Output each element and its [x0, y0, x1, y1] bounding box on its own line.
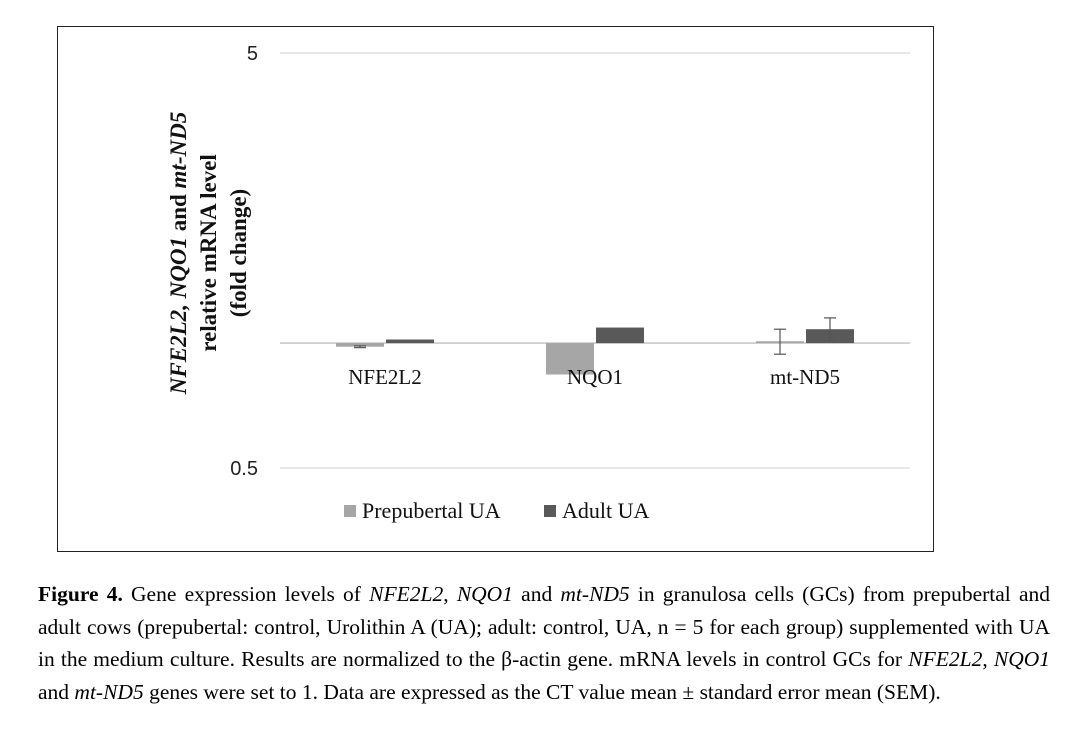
- legend-swatch: [544, 505, 556, 517]
- y-tick-label: 0.5: [230, 458, 258, 480]
- legend-label: Adult UA: [562, 498, 650, 523]
- caption-gene-name: NQO1: [993, 647, 1051, 671]
- y-axis-title-part: relative mRNA level: [196, 154, 221, 352]
- legend-label: Prepubertal UA: [362, 498, 501, 523]
- y-axis-gene-name: mt-ND5: [166, 112, 191, 189]
- caption-segment: ,: [443, 582, 457, 606]
- y-axis-title-part: and: [166, 188, 191, 237]
- legend-swatch: [344, 505, 356, 517]
- bar-prepubertal-nfe2l2: [336, 343, 384, 347]
- caption-text: Gene expression levels of NFE2L2, NQO1 a…: [38, 582, 1050, 704]
- caption-gene-name: NFE2L2: [908, 647, 983, 671]
- caption-segment: and: [512, 582, 561, 606]
- bar-adult-nfe2l2: [386, 339, 434, 344]
- caption-gene-name: NFE2L2: [369, 582, 444, 606]
- y-axis-title-line: NFE2L2, NQO1 and mt-ND5: [166, 112, 191, 395]
- y-axis-title-line: (fold change): [226, 189, 251, 317]
- figure-caption: Figure 4. Gene expression levels of NFE2…: [38, 578, 1050, 708]
- category-label: NFE2L2: [348, 365, 422, 389]
- bar-chart: 5 0.5 NFE2L2 NQO1 mt-ND5 Prepubertal UA Adult …: [166, 43, 910, 523]
- caption-gene-name: mt-ND5: [560, 582, 630, 606]
- bar-adult-nqo1: [596, 327, 644, 344]
- category-label: mt-ND5: [770, 365, 840, 389]
- caption-segment: Gene expression levels of: [122, 582, 370, 606]
- caption-segment: ,: [982, 647, 994, 671]
- caption-segment: and: [38, 679, 75, 704]
- y-tick-label: 5: [247, 43, 258, 65]
- y-axis-gene-name: NFE2L2, NQO1: [166, 237, 191, 395]
- y-axis-title-part: (fold change): [226, 189, 251, 317]
- y-axis-title-line: relative mRNA level: [196, 154, 221, 352]
- category-label: NQO1: [567, 365, 623, 389]
- figure-label: Figure 4.: [38, 582, 123, 606]
- caption-gene-name: mt-ND5: [74, 679, 144, 704]
- bar-prepubertal-nqo1: [546, 343, 594, 375]
- caption-gene-name: NQO1: [456, 582, 513, 606]
- caption-segment: in granulosa cells (GCs) from prepuberta…: [38, 582, 1051, 671]
- caption-segment: genes were set to 1. Data are expressed …: [143, 679, 941, 704]
- chart-frame: 5 0.5 NFE2L2 NQO1 mt-ND5 Prepubertal UA Adult …: [57, 26, 934, 552]
